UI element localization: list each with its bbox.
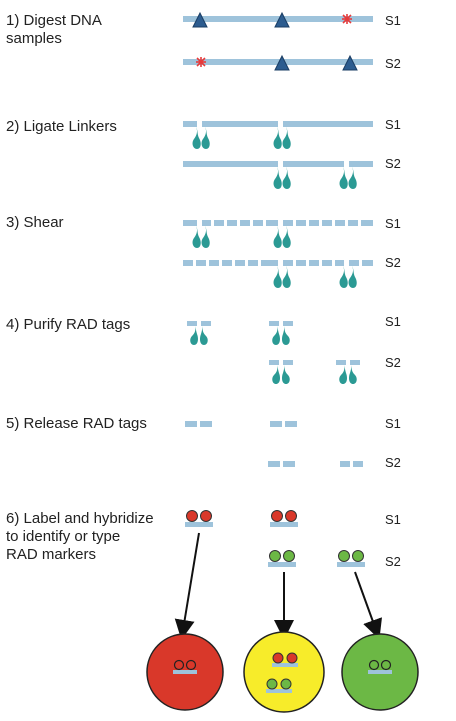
- step-6-labeled-tags: [185, 510, 365, 567]
- s2-label: S2: [385, 255, 401, 270]
- s1-label: S1: [385, 416, 401, 431]
- step-6-text: 6) Label and hybridize to identify or ty…: [6, 510, 154, 563]
- step-3-text: 3) Shear: [6, 214, 64, 231]
- step-5-label: 5) Release RAD tags: [6, 415, 147, 433]
- s1-label: S1: [385, 216, 401, 231]
- step-5-tags: [185, 421, 363, 467]
- arrow-to-green: [354, 571, 382, 640]
- s1-label: S1: [385, 512, 401, 527]
- yellow-spot: [243, 631, 325, 713]
- step-4-label: 4) Purify RAD tags: [6, 316, 130, 334]
- red-spot: [146, 633, 224, 711]
- s2-label: S2: [385, 554, 401, 569]
- s2-label: S2: [385, 156, 401, 171]
- green-spot: [341, 633, 419, 711]
- s2-label: S2: [385, 56, 401, 71]
- step-1-label: 1) Digest DNA samples: [6, 12, 102, 48]
- step-6-label: 6) Label and hybridize to identify or ty…: [6, 510, 154, 564]
- step-2-label: 2) Ligate Linkers: [6, 118, 117, 136]
- step-5-text: 5) Release RAD tags: [6, 415, 147, 432]
- step-3-s1-strand: [183, 220, 373, 248]
- step-2-s2-strand: [183, 161, 373, 189]
- step-1-s2-strand: [183, 54, 373, 71]
- step-2-text: 2) Ligate Linkers: [6, 118, 117, 135]
- step-2-s1-strand: [183, 121, 373, 149]
- step-4-text: 4) Purify RAD tags: [6, 316, 131, 333]
- s2-label: S2: [385, 455, 401, 470]
- s1-label: S1: [385, 13, 401, 28]
- s1-label: S1: [385, 314, 401, 329]
- step-4-tags: [187, 321, 360, 384]
- step-3-s2-strand: [183, 260, 373, 288]
- s1-label: S1: [385, 117, 401, 132]
- arrow-to-red: [174, 532, 200, 640]
- step-1-s1-strand: [183, 11, 373, 28]
- step-1-text: 1) Digest DNA samples: [6, 12, 102, 47]
- step-3-label: 3) Shear: [6, 214, 64, 232]
- s2-label: S2: [385, 355, 401, 370]
